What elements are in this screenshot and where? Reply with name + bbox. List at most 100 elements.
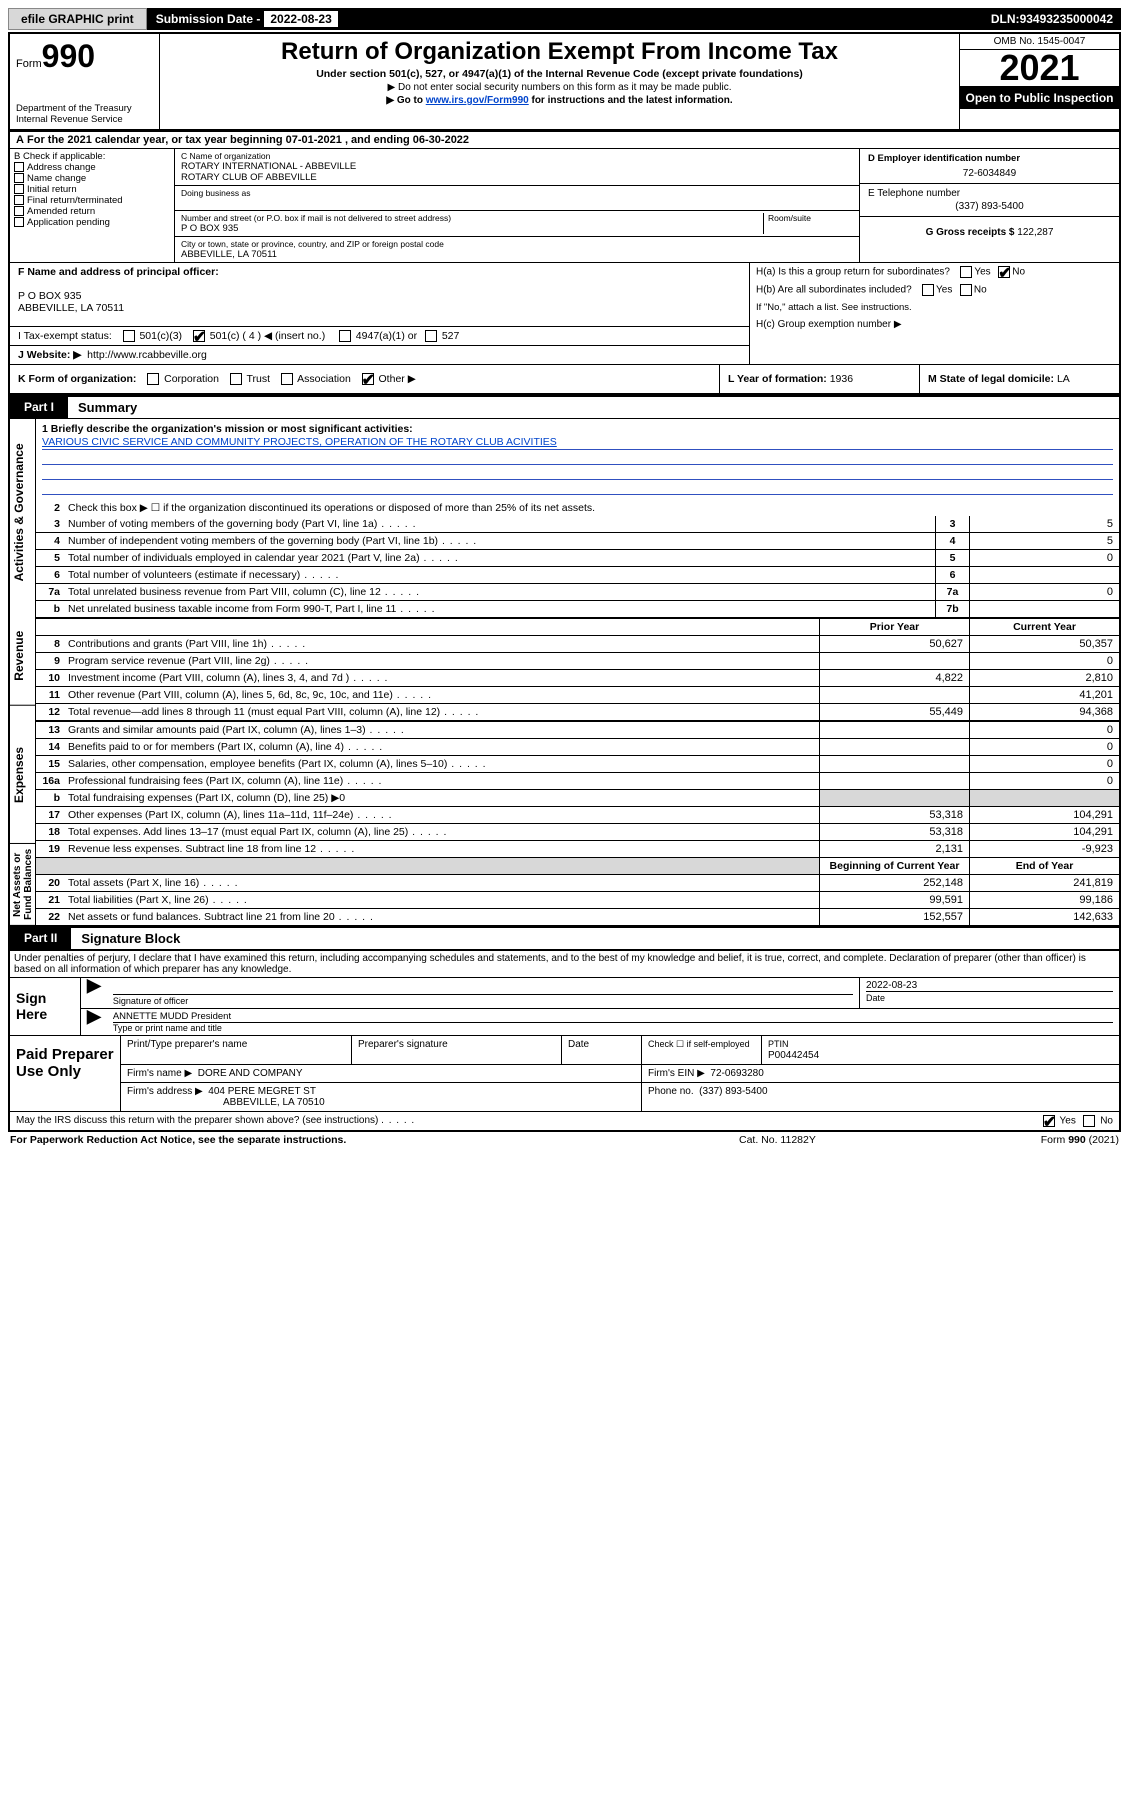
gross-receipts-label: G Gross receipts $: [926, 227, 1015, 238]
paid-preparer-label: Paid Preparer Use Only: [10, 1036, 120, 1111]
chk-assoc[interactable]: [281, 373, 293, 385]
city-value: ABBEVILLE, LA 70511: [181, 249, 853, 260]
mission-text: VARIOUS CIVIC SERVICE AND COMMUNITY PROJ…: [42, 436, 1113, 450]
chk-trust[interactable]: [230, 373, 242, 385]
chk-final-return[interactable]: Final return/terminated: [14, 195, 170, 206]
firm-ein-label: Firm's EIN ▶: [648, 1068, 705, 1079]
rev-lines-11: 11Other revenue (Part VIII, column (A), …: [36, 687, 1119, 704]
exp-lines-14: 14Benefits paid to or for members (Part …: [36, 739, 1119, 756]
firm-name-value: DORE AND COMPANY: [198, 1068, 303, 1079]
rev-lines-9: 9Program service revenue (Part VIII, lin…: [36, 653, 1119, 670]
side-netassets: Net Assets or Fund Balances: [10, 844, 35, 926]
part-i-title: Summary: [68, 397, 1119, 418]
box-f: F Name and address of principal officer:…: [10, 263, 749, 327]
chk-hb-yes[interactable]: [922, 284, 934, 296]
box-j: J Website: ▶ http://www.rcabbeville.org: [10, 346, 749, 364]
part-i-header: Part I Summary: [8, 397, 1121, 419]
pra-notice: For Paperwork Reduction Act Notice, see …: [10, 1134, 739, 1146]
rev-lines-12: 12Total revenue—add lines 8 through 11 (…: [36, 704, 1119, 721]
box-deg: D Employer identification number 72-6034…: [859, 149, 1119, 262]
mission-blank-1: [42, 451, 1113, 465]
na-lines-20: 20Total assets (Part X, line 16)252,1482…: [36, 875, 1119, 892]
chk-amended-return[interactable]: Amended return: [14, 206, 170, 217]
arrow-icon: ▶: [81, 978, 107, 1008]
year-formation-label: L Year of formation:: [728, 373, 830, 385]
topbar-spacer: [347, 8, 983, 30]
box-c: C Name of organization ROTARY INTERNATIO…: [175, 149, 859, 262]
form-num: 990: [42, 38, 95, 74]
chk-501c3[interactable]: [123, 330, 135, 342]
prep-date-hdr: Date: [561, 1036, 641, 1064]
discuss-row: May the IRS discuss this return with the…: [10, 1111, 1119, 1130]
rev-lines-10: 10Investment income (Part VIII, column (…: [36, 670, 1119, 687]
city-label: City or town, state or province, country…: [181, 239, 853, 249]
line-a-taxyear: A For the 2021 calendar year, or tax yea…: [8, 132, 1121, 149]
website-label: J Website: ▶: [18, 349, 81, 361]
signature-block: Under penalties of perjury, I declare th…: [8, 950, 1121, 1132]
sig-date-label: Date: [866, 991, 1113, 1003]
chk-527[interactable]: [425, 330, 437, 342]
chk-application-pending[interactable]: Application pending: [14, 217, 170, 228]
form-org-label: K Form of organization:: [18, 373, 136, 385]
submission-date-label: Submission Date -: [156, 12, 261, 26]
irs-link[interactable]: www.irs.gov/Form990: [426, 95, 529, 106]
mission-link[interactable]: VARIOUS CIVIC SERVICE AND COMMUNITY PROJ…: [42, 436, 557, 448]
officer-name: ANNETTE MUDD President: [113, 1011, 1113, 1022]
prior-year-header: Prior Year: [819, 619, 969, 635]
part-ii-title: Signature Block: [71, 928, 1119, 949]
chk-hb-no[interactable]: [960, 284, 972, 296]
chk-name-change[interactable]: Name change: [14, 173, 170, 184]
discuss-yes[interactable]: Yes: [1041, 1115, 1076, 1127]
firm-addr-label: Firm's address ▶: [127, 1086, 203, 1097]
chk-4947a1[interactable]: [339, 330, 351, 342]
gov-line-3: 3Number of voting members of the governi…: [36, 516, 1119, 533]
domicile-value: LA: [1057, 373, 1070, 385]
form-title: Return of Organization Exempt From Incom…: [168, 38, 951, 66]
part-ii-tab: Part II: [10, 928, 71, 949]
form-note-ssn: ▶ Do not enter social security numbers o…: [168, 82, 951, 93]
mission-block: 1 Briefly describe the organization's mi…: [36, 419, 1119, 500]
org-name-1: ROTARY INTERNATIONAL - ABBEVILLE: [181, 161, 853, 172]
part-i-tab: Part I: [10, 397, 68, 418]
h-b: H(b) Are all subordinates included? Yes …: [750, 281, 1119, 299]
mission-label: 1 Briefly describe the organization's mi…: [42, 423, 413, 435]
header-right: OMB No. 1545-0047 2021 Open to Public In…: [959, 34, 1119, 129]
chk-ha-no[interactable]: [998, 266, 1010, 278]
submission-date-value: 2022-08-23: [264, 11, 337, 27]
prep-ptin-val: P00442454: [768, 1050, 819, 1061]
discuss-no[interactable]: No: [1081, 1115, 1113, 1127]
gov-line-7a: 7aTotal unrelated business revenue from …: [36, 584, 1119, 601]
submission-date-box: Submission Date - 2022-08-23: [147, 8, 347, 30]
mission-blank-2: [42, 466, 1113, 480]
chk-other[interactable]: [362, 373, 374, 385]
section-fij-h: F Name and address of principal officer:…: [8, 263, 1121, 365]
summary-body: 1 Briefly describe the organization's mi…: [36, 419, 1119, 925]
chk-501c[interactable]: [193, 330, 205, 342]
ha-text: H(a) Is this a group return for subordin…: [756, 267, 950, 278]
note2-post: for instructions and the latest informat…: [529, 95, 733, 106]
phone-label: E Telephone number: [868, 188, 1111, 199]
sig-officer-label: Signature of officer: [113, 994, 853, 1006]
chk-ha-yes[interactable]: [960, 266, 972, 278]
officer-addr1: P O BOX 935: [18, 290, 81, 302]
section-klm: K Form of organization: Corporation Trus…: [8, 365, 1121, 397]
efile-print-button[interactable]: efile GRAPHIC print: [8, 8, 147, 30]
chk-corp[interactable]: [147, 373, 159, 385]
chk-address-change[interactable]: Address change: [14, 162, 170, 173]
side-labels: Activities & Governance Revenue Expenses…: [10, 419, 36, 925]
chk-initial-return[interactable]: Initial return: [14, 184, 170, 195]
officer-label: F Name and address of principal officer:: [18, 266, 219, 278]
header-left: Form990 Department of the Treasury Inter…: [10, 34, 160, 129]
box-g: G Gross receipts $ 122,287: [860, 217, 1119, 242]
org-name-label: C Name of organization: [181, 151, 853, 161]
room-label: Room/suite: [768, 213, 853, 223]
dln-box: DLN: 93493235000042: [983, 8, 1121, 30]
discuss-question: May the IRS discuss this return with the…: [16, 1115, 1041, 1127]
box-d: D Employer identification number 72-6034…: [860, 149, 1119, 184]
prep-sig-hdr: Preparer's signature: [351, 1036, 561, 1064]
irs-label: Internal Revenue Service: [16, 114, 153, 125]
box-i: I Tax-exempt status: 501(c)(3) 501(c) ( …: [10, 327, 749, 346]
page-footer: For Paperwork Reduction Act Notice, see …: [8, 1132, 1121, 1146]
na-lines-22: 22Net assets or fund balances. Subtract …: [36, 909, 1119, 925]
ein-label: D Employer identification number: [868, 153, 1111, 164]
